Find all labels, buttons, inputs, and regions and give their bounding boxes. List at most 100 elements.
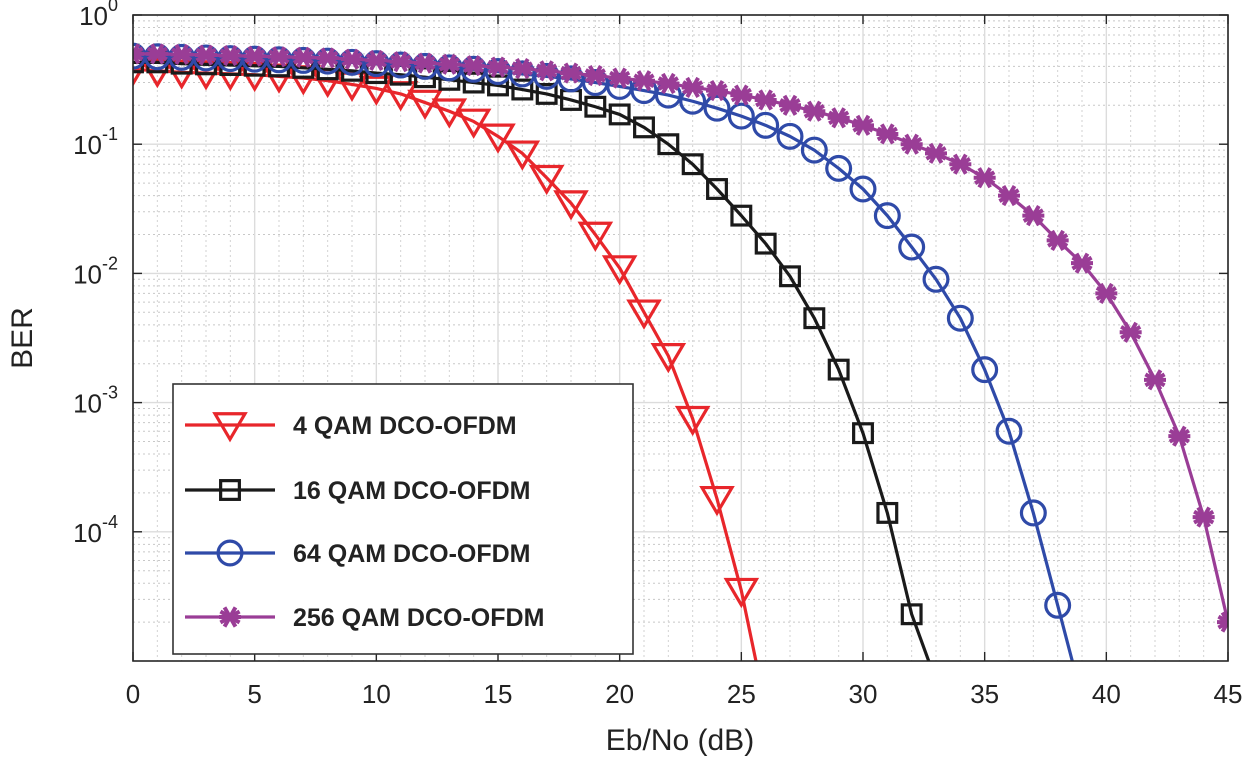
x-tick-label: 10	[362, 679, 391, 709]
data-point-marker	[633, 70, 655, 92]
data-point-marker	[462, 71, 485, 94]
data-point-marker	[657, 133, 680, 156]
x-tick-label: 0	[126, 679, 140, 709]
series-4	[133, 43, 1228, 633]
data-point-marker	[608, 103, 631, 126]
x-tick-label: 15	[484, 679, 513, 709]
data-point-marker	[706, 80, 728, 102]
x-tick-label: 35	[970, 679, 999, 709]
y-tick-label: 10-1	[73, 124, 118, 160]
data-point-marker	[535, 82, 558, 105]
legend-entry-label: 256 QAM DCO-OFDM	[293, 604, 544, 632]
data-point-marker	[528, 164, 565, 196]
x-axis-label: Eb/No (dB)	[606, 724, 754, 757]
data-point-marker	[535, 60, 558, 82]
data-point-marker	[633, 116, 655, 139]
data-point-marker	[752, 111, 780, 139]
y-tick-label: 10-4	[73, 512, 118, 548]
data-point-marker	[825, 154, 853, 182]
legend-marker	[219, 479, 241, 501]
data-point-marker	[876, 123, 899, 145]
data-point-marker	[389, 51, 412, 73]
data-point-marker	[292, 46, 315, 68]
data-point-marker	[674, 405, 711, 437]
data-point-marker	[779, 94, 801, 116]
legend-marker	[219, 606, 241, 628]
x-tick-label: 25	[727, 679, 756, 709]
data-point-marker	[601, 255, 638, 286]
series-lines	[133, 42, 1228, 661]
legend-entry-label: 16 QAM DCO-OFDM	[293, 477, 531, 505]
data-point-marker	[949, 153, 972, 175]
data-point-marker	[900, 133, 923, 155]
data-point-marker	[431, 98, 468, 129]
legend-entry-label: 64 QAM DCO-OFDM	[293, 540, 531, 568]
data-point-marker	[438, 53, 461, 75]
data-point-marker	[1022, 205, 1045, 227]
data-point-marker	[723, 577, 760, 609]
data-point-marker	[1095, 282, 1118, 304]
data-point-marker	[657, 72, 680, 95]
data-point-marker	[971, 356, 999, 384]
data-point-marker	[219, 45, 242, 67]
data-point-marker	[577, 221, 614, 252]
data-point-marker	[803, 100, 826, 122]
data-point-marker	[852, 422, 874, 445]
data-point-marker	[438, 68, 461, 91]
data-point-marker	[1144, 369, 1166, 391]
data-point-marker	[553, 190, 589, 221]
data-point-marker	[455, 108, 492, 139]
data-point-marker	[730, 84, 753, 106]
series-3	[133, 42, 1074, 661]
data-point-marker	[511, 78, 534, 101]
legend-marker	[212, 412, 248, 443]
legend: 4 QAM DCO-OFDM 16 QAM DCO-OFDM 64 QAM DCO-…	[172, 383, 634, 655]
data-point-marker	[626, 299, 662, 330]
data-point-marker	[358, 75, 395, 106]
data-point-marker	[341, 48, 363, 70]
data-point-marker	[995, 417, 1023, 445]
data-point-marker	[779, 265, 801, 288]
y-axis-label: BER	[6, 307, 39, 369]
data-point-marker	[800, 136, 828, 164]
data-point-marker	[900, 603, 923, 626]
data-point-marker	[584, 95, 607, 118]
data-point-marker	[584, 64, 607, 87]
data-point-marker	[407, 89, 443, 120]
data-point-marker	[195, 44, 217, 66]
legend-box	[172, 383, 634, 655]
data-point-marker	[827, 107, 850, 129]
data-point-marker	[268, 46, 290, 68]
data-point-marker	[462, 55, 485, 77]
data-point-marker	[560, 62, 582, 84]
data-point-marker	[827, 358, 850, 381]
y-tick-label: 100	[79, 0, 118, 31]
data-point-marker	[699, 485, 735, 517]
data-point-marker	[706, 178, 728, 200]
data-point-marker	[480, 123, 516, 154]
data-point-marker	[1168, 425, 1191, 447]
x-tick-label: 45	[1214, 679, 1243, 709]
data-point-marker	[650, 343, 687, 374]
data-point-marker	[681, 76, 704, 99]
data-point-marker	[849, 175, 877, 203]
data-point-marker	[754, 89, 777, 111]
data-point-marker	[852, 114, 874, 136]
y-tick-label: 10-2	[73, 253, 118, 289]
data-point-marker	[998, 185, 1020, 207]
data-point-marker	[730, 204, 753, 227]
data-point-marker	[898, 233, 926, 261]
data-point-marker	[1071, 252, 1093, 274]
x-tick-label: 20	[605, 679, 634, 709]
data-point-marker	[1192, 506, 1215, 528]
data-point-marker	[170, 43, 193, 66]
data-point-marker	[925, 142, 947, 164]
data-point-marker	[608, 67, 631, 89]
data-point-marker	[414, 52, 436, 74]
data-point-marker	[243, 45, 266, 67]
data-point-marker	[803, 307, 826, 330]
data-point-marker	[727, 102, 755, 130]
plot-frame	[132, 14, 1229, 662]
series-line	[133, 60, 931, 661]
